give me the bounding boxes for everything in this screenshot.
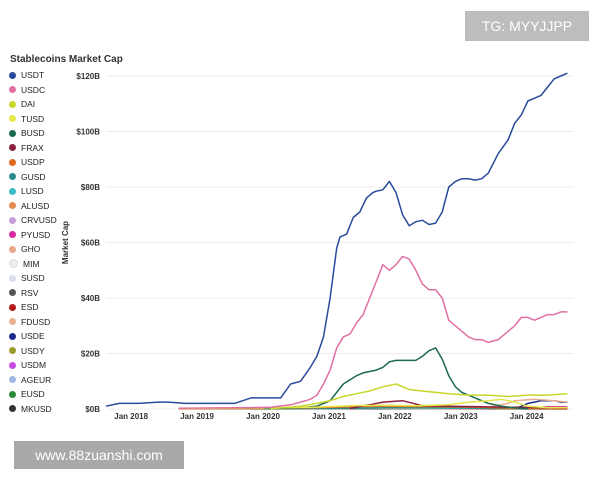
- legend-swatch: [9, 347, 16, 355]
- legend-item-esd[interactable]: ESD: [9, 300, 57, 315]
- legend-label: ESD: [21, 302, 39, 313]
- legend-label: USDC: [21, 84, 46, 95]
- legend-label: ALUSD: [21, 200, 50, 211]
- legend-swatch: [9, 71, 16, 79]
- y-tick-label: $100B: [76, 128, 100, 137]
- y-tick-label: $120B: [76, 72, 100, 81]
- legend-item-ageur[interactable]: AGEUR: [9, 373, 57, 388]
- legend-item-mkusd[interactable]: MKUSD: [9, 402, 57, 417]
- x-tick-label: Jan 2021: [312, 412, 346, 421]
- x-tick-label: Jan 2022: [378, 412, 412, 421]
- legend-label: MIM: [23, 258, 40, 269]
- legend-label: CRVUSD: [21, 215, 57, 226]
- x-tick-label: Jan 2020: [246, 412, 280, 421]
- legend-item-rsv[interactable]: RSV: [9, 286, 57, 301]
- legend-swatch: [9, 245, 16, 253]
- legend-label: DAI: [21, 99, 36, 110]
- legend-swatch: [9, 289, 16, 297]
- legend-swatch: [9, 86, 16, 94]
- series-line-usdc: [178, 255, 568, 409]
- legend-swatch: [9, 115, 16, 123]
- legend-swatch: [9, 129, 16, 137]
- watermark-website: www.88zuanshi.com: [14, 441, 184, 469]
- x-tick-label: Jan 2018: [114, 412, 148, 421]
- legend-item-busd[interactable]: BUSD: [9, 126, 57, 141]
- legend-label: LUSD: [21, 186, 44, 197]
- legend-item-usdt[interactable]: USDT: [9, 68, 57, 83]
- legend-swatch: [9, 187, 16, 195]
- legend-item-fdusd[interactable]: FDUSD: [9, 315, 57, 330]
- y-tick-label: $0B: [85, 405, 100, 414]
- legend-swatch: [9, 376, 16, 384]
- chart-title: Stablecoins Market Cap: [10, 54, 123, 65]
- legend-label: EUSD: [21, 389, 45, 400]
- legend-label: FRAX: [21, 142, 44, 153]
- y-axis-label: Market Cap: [61, 221, 70, 264]
- legend-item-gho[interactable]: GHO: [9, 242, 57, 257]
- legend-item-frax[interactable]: FRAX: [9, 141, 57, 156]
- legend-item-usdm[interactable]: USDM: [9, 358, 57, 373]
- legend-item-gusd[interactable]: GUSD: [9, 170, 57, 185]
- series-line-dai: [270, 383, 568, 410]
- legend-label: SUSD: [21, 273, 45, 284]
- legend-swatch: [9, 100, 16, 108]
- legend-label: TUSD: [21, 113, 45, 124]
- legend-label: GUSD: [21, 171, 46, 182]
- legend-item-usde[interactable]: USDE: [9, 329, 57, 344]
- legend-swatch: [9, 144, 16, 152]
- series-line-usdt: [105, 72, 568, 407]
- legend-item-crvusd[interactable]: CRVUSD: [9, 213, 57, 228]
- legend-swatch: [9, 173, 16, 181]
- legend-swatch: [9, 405, 16, 413]
- x-tick-label: Jan 2024: [510, 412, 544, 421]
- legend-label: FDUSD: [21, 316, 51, 327]
- legend-item-tusd[interactable]: TUSD: [9, 112, 57, 127]
- legend-item-pyusd[interactable]: PYUSD: [9, 228, 57, 243]
- legend-swatch: [9, 303, 16, 311]
- legend-item-mim[interactable]: MIM: [9, 257, 57, 272]
- legend-label: USDT: [21, 70, 45, 81]
- legend-item-susd[interactable]: SUSD: [9, 271, 57, 286]
- legend-label: RSV: [21, 287, 39, 298]
- series-line-tusd: [185, 398, 568, 410]
- legend-swatch: [9, 158, 16, 166]
- legend-item-alusd[interactable]: ALUSD: [9, 199, 57, 214]
- legend-label: USDM: [21, 360, 47, 371]
- series-line-fdusd: [481, 398, 568, 410]
- legend-label: AGEUR: [21, 374, 52, 385]
- legend-label: BUSD: [21, 128, 45, 139]
- legend-label: MKUSD: [21, 403, 52, 414]
- legend-item-usdp[interactable]: USDP: [9, 155, 57, 170]
- legend-label: PYUSD: [21, 229, 51, 240]
- legend-swatch: [9, 361, 16, 369]
- legend-item-lusd[interactable]: LUSD: [9, 184, 57, 199]
- x-tick-label: Jan 2023: [444, 412, 478, 421]
- legend-label: USDY: [21, 345, 45, 356]
- legend-item-eusd[interactable]: EUSD: [9, 387, 57, 402]
- x-tick-label: Jan 2019: [180, 412, 214, 421]
- legend-label: USDE: [21, 331, 45, 342]
- legend-swatch: [9, 202, 16, 210]
- y-tick-label: $40B: [81, 294, 100, 303]
- y-tick-label: $20B: [81, 350, 100, 359]
- legend-item-dai[interactable]: DAI: [9, 97, 57, 112]
- legend-label: USDP: [21, 157, 45, 168]
- watermark-telegram: TG: MYYJJPP: [465, 11, 589, 41]
- legend-swatch: [9, 259, 18, 269]
- legend-label: GHO: [21, 244, 41, 255]
- y-tick-label: $80B: [81, 183, 100, 192]
- legend-swatch: [9, 390, 16, 398]
- chart-legend: USDT USDC DAI TUSD BUSD FRAX USDP GUSD LUSD ALUSD…: [9, 68, 57, 416]
- legend-item-usdy[interactable]: USDY: [9, 344, 57, 359]
- legend-swatch: [9, 318, 16, 326]
- series-line-busd: [264, 347, 528, 410]
- legend-swatch: [9, 216, 16, 224]
- legend-item-usdc[interactable]: USDC: [9, 83, 57, 98]
- y-tick-label: $60B: [81, 239, 100, 248]
- legend-swatch: [9, 332, 16, 340]
- legend-swatch: [9, 274, 16, 282]
- legend-swatch: [9, 231, 16, 239]
